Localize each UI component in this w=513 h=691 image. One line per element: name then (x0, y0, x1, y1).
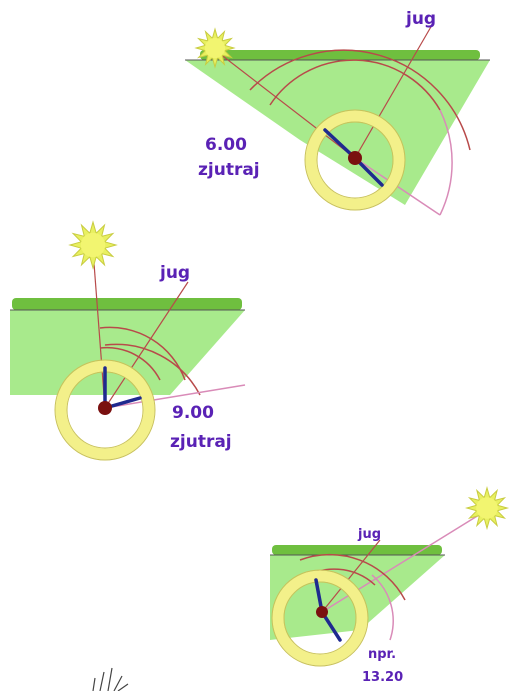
sun-disc (476, 497, 498, 519)
panel-3: jug npr. 13.20 (270, 510, 487, 685)
watch-center (316, 606, 328, 618)
south-label: jug (405, 9, 436, 29)
sun (70, 222, 116, 268)
ground-shadow (10, 310, 245, 395)
time-prefix: npr. (368, 647, 396, 662)
sketch-lines (93, 668, 128, 691)
grass (12, 298, 242, 310)
panel-1: jug 6.00 zjutraj (185, 9, 490, 215)
watch-center (98, 401, 112, 415)
south-label: jug (159, 263, 190, 283)
time-note: zjutraj (198, 160, 260, 180)
panel-2: jug 9.00 zjutraj (10, 250, 245, 460)
ground-shadow (185, 60, 490, 205)
grass (200, 50, 480, 60)
time: 13.20 (362, 670, 403, 685)
south-label: jug (357, 527, 381, 542)
sketch (93, 668, 128, 691)
diagram: jug 6.00 zjutraj jug 9.00 zjutraj (0, 0, 513, 691)
time-note: zjutraj (170, 432, 232, 452)
time: 6.00 (205, 135, 247, 155)
watch-center (348, 151, 362, 165)
sun-disc (205, 38, 225, 58)
time: 9.00 (172, 403, 214, 423)
sun (467, 488, 508, 529)
sun-disc (81, 233, 105, 257)
